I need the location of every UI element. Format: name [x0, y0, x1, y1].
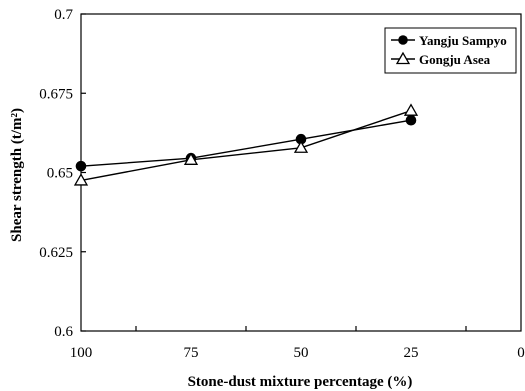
y-tick-label: 0.6: [54, 324, 73, 340]
y-axis-title: Shear strength (t/m²): [9, 108, 25, 242]
y-tick-label: 0.65: [47, 166, 73, 182]
series-layer: [73, 103, 419, 186]
legend-label: Yangju Sampyo: [419, 33, 507, 48]
x-axis-title: Stone-dust mixture percentage (%): [188, 374, 413, 390]
y-tick-label: 0.625: [39, 245, 73, 261]
data-point-circle: [75, 160, 87, 172]
legend: Yangju Sampyo Gongju Asea: [384, 27, 517, 74]
x-tick-label: 25: [404, 345, 419, 361]
x-tick-label: 100: [70, 345, 93, 361]
legend-box: [384, 27, 517, 74]
x-tick-label: 75: [184, 345, 199, 361]
data-point-triangle: [403, 103, 419, 116]
y-axis-ticks: 0.6 0.625 0.65 0.675 0.7: [39, 7, 86, 340]
x-tick-label: 50: [294, 345, 309, 361]
legend-marker-circle: [398, 35, 408, 45]
legend-marker-triangle: [395, 51, 411, 65]
data-point-circle: [405, 114, 417, 126]
legend-label: Gongju Asea: [419, 52, 491, 67]
series-line-2: [80, 110, 412, 182]
x-tick-label: 0: [517, 345, 525, 361]
y-tick-label: 0.675: [39, 86, 73, 102]
data-point-triangle: [183, 152, 199, 165]
y-tick-label: 0.7: [54, 7, 73, 23]
data-point-triangle: [73, 173, 89, 186]
x-axis-ticks: 100 75 50 25 0: [70, 326, 525, 361]
data-point-triangle: [293, 140, 309, 153]
